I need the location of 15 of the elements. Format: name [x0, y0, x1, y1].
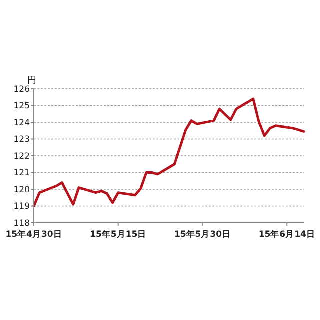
y-tick-label: 126	[14, 84, 30, 95]
y-tick-label: 123	[14, 135, 30, 146]
x-tick-label: 15年4月30日	[6, 229, 62, 240]
y-tick-label: 120	[14, 185, 30, 196]
y-tick-label: 121	[14, 168, 30, 179]
y-tick-label: 119	[14, 202, 30, 212]
x-tick-label: 15年5月30日	[174, 229, 232, 240]
y-tick-label: 122	[14, 152, 30, 162]
y-tick-label: 118	[14, 218, 30, 229]
y-tick-label: 124	[14, 118, 30, 128]
x-tick-label: 15年6月14日	[258, 229, 316, 240]
x-tick-label: 15年5月15日	[90, 229, 147, 240]
y-axis-title: 円	[28, 76, 36, 86]
line-series	[32, 98, 306, 208]
y-tick-label: 125	[14, 102, 30, 112]
